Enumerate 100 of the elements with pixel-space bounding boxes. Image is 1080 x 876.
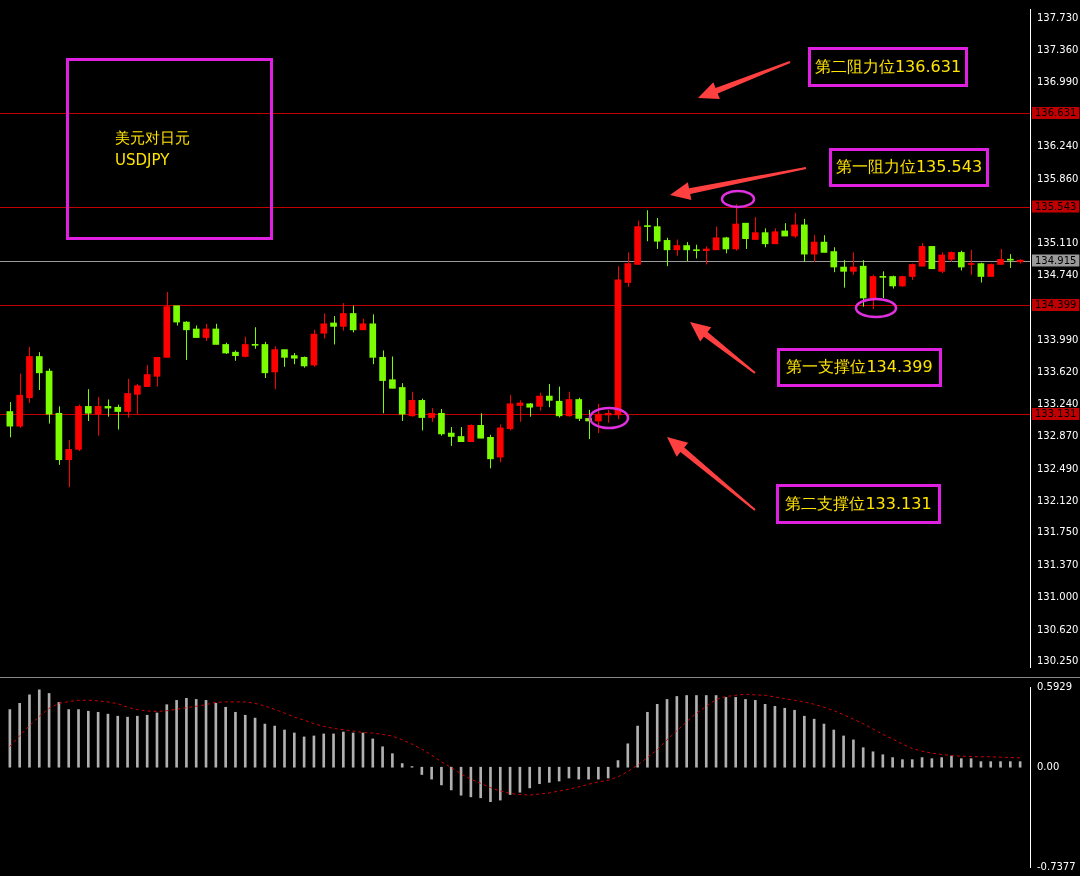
- candlestick: [271, 345, 279, 390]
- bar: [273, 725, 277, 768]
- candlestick: [183, 320, 190, 361]
- y-tick-label: 130.250: [1037, 655, 1079, 667]
- ref-line-label: 134.915: [1035, 254, 1077, 266]
- candlestick: [840, 259, 847, 289]
- candlestick: [830, 246, 838, 273]
- bar: [489, 766, 492, 803]
- y-tick-label: 136.240: [1037, 140, 1079, 152]
- bar: [783, 707, 787, 768]
- y-tick-label: 131.750: [1037, 526, 1079, 538]
- y-tick-label: 135.860: [1037, 172, 1079, 184]
- bar: [498, 766, 502, 801]
- candlestick: [850, 251, 857, 276]
- bar: [587, 766, 590, 780]
- bar: [626, 743, 630, 768]
- bar: [940, 757, 944, 768]
- bar: [283, 729, 286, 768]
- bar: [655, 703, 659, 768]
- y-tick-label: 137.360: [1037, 43, 1079, 55]
- bar: [479, 766, 482, 799]
- candlestick: [251, 326, 259, 350]
- bar: [606, 766, 610, 779]
- bar: [695, 695, 698, 768]
- ref-line-label: 134.399: [1035, 299, 1077, 311]
- bar: [891, 757, 894, 768]
- candlestick: [418, 398, 426, 431]
- annotation: 第二阻力位136.631: [808, 47, 968, 87]
- candlestick: [320, 312, 328, 339]
- y-tick-label: 136.990: [1037, 75, 1079, 87]
- bar: [881, 754, 885, 768]
- ref-line-label: 133.131: [1035, 408, 1077, 420]
- candlestick: [967, 249, 975, 276]
- bar: [126, 716, 129, 768]
- y-tick-label: 0.00: [1037, 760, 1060, 772]
- candlestick: [114, 404, 122, 431]
- y-tick-label: 135.110: [1037, 237, 1079, 249]
- bar: [793, 709, 796, 768]
- candlestick: [124, 378, 131, 419]
- text: USDJPY: [115, 150, 171, 171]
- bar: [67, 709, 71, 768]
- y-tick-label: 132.120: [1037, 494, 1079, 506]
- bar: [646, 711, 649, 768]
- candlestick: [330, 315, 337, 345]
- y-tick-label: -0.7377: [1037, 860, 1076, 872]
- ref-line-label: 136.631: [1035, 107, 1077, 119]
- bar: [636, 725, 639, 768]
- annotation: 第一支撑位134.399: [777, 348, 942, 387]
- bar: [224, 706, 227, 768]
- bar: [77, 709, 80, 768]
- bar: [165, 704, 169, 768]
- candlestick: [712, 226, 720, 251]
- bar: [440, 766, 443, 786]
- bar: [548, 766, 551, 783]
- bar: [901, 759, 904, 768]
- candlestick: [928, 245, 936, 270]
- bar: [852, 739, 855, 768]
- bar: [753, 700, 757, 768]
- bar: [342, 731, 345, 768]
- bar: [597, 766, 600, 780]
- bar: [744, 699, 747, 768]
- candlestick: [447, 426, 455, 447]
- y-tick-label: 133.620: [1037, 365, 1079, 377]
- candlestick: [389, 355, 396, 389]
- candlestick: [761, 227, 769, 248]
- bar: [959, 758, 963, 768]
- candlestick: [134, 383, 141, 415]
- bar: [1009, 761, 1012, 768]
- bar: [803, 715, 806, 768]
- y-tick-label: 131.000: [1037, 590, 1079, 602]
- candlestick: [575, 397, 583, 422]
- candlestick: [938, 251, 946, 274]
- bar: [910, 759, 914, 768]
- bar: [685, 695, 688, 768]
- candlestick: [653, 217, 661, 250]
- bar: [243, 714, 247, 768]
- bar: [234, 711, 237, 768]
- bar: [400, 763, 404, 768]
- candlestick: [644, 209, 651, 242]
- candlestick: [546, 383, 553, 408]
- candlestick: [918, 242, 926, 267]
- text: 美元对日元: [115, 128, 191, 149]
- y-tick-label: 133.240: [1037, 398, 1079, 410]
- candlestick: [879, 270, 887, 299]
- bar: [391, 753, 394, 768]
- candlestick: [595, 403, 602, 434]
- bar: [185, 698, 188, 768]
- candlestick: [957, 250, 965, 271]
- bar: [704, 695, 708, 768]
- y-tick-label: 137.730: [1037, 12, 1079, 24]
- ref-line-label: 135.543: [1035, 200, 1077, 212]
- y-tick-label: 133.990: [1037, 333, 1079, 345]
- candlestick: [65, 439, 73, 488]
- bar: [577, 766, 581, 780]
- bar: [381, 746, 384, 768]
- candlestick: [477, 412, 484, 439]
- bar: [371, 738, 375, 768]
- y-tick-label: 132.490: [1037, 462, 1079, 474]
- candlestick: [624, 251, 632, 288]
- bar: [832, 729, 836, 768]
